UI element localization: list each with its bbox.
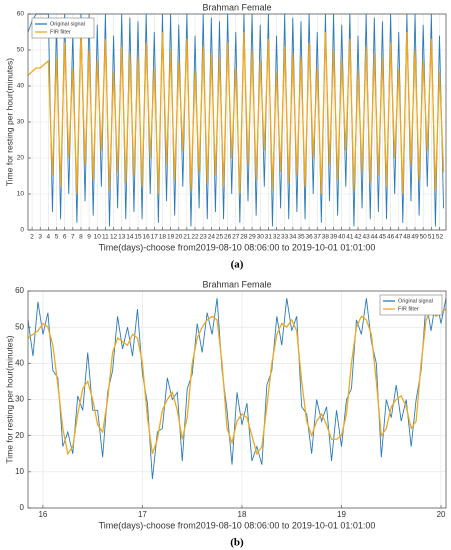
x-tick-label: 12 [110,234,118,241]
series-line [27,13,445,227]
x-tick-label: 13 [118,234,126,241]
y-tick-label: 40 [17,83,25,90]
legend-box [379,294,443,316]
x-tick-label: 42 [354,234,362,241]
x-axis-label: Time(days)-choose from2019-08-10 08:06:0… [99,520,376,530]
x-tick-label: 24 [208,234,216,241]
x-tick-label: 15 [134,234,142,241]
x-tick-label: 19 [337,510,346,519]
x-tick-label: 11 [102,234,109,241]
x-tick-label: 25 [216,234,224,241]
x-tick-label: 31 [265,234,273,241]
y-tick-label: 20 [17,155,25,162]
x-tick-label: 46 [387,234,395,241]
x-tick-label: 19 [167,234,175,241]
x-tick-label: 26 [224,234,232,241]
y-tick-label: 30 [17,119,25,126]
plot-frame [27,290,447,509]
x-tick-label: 52 [436,234,444,241]
caption: (b) [230,537,244,549]
x-tick-label: 23 [200,234,208,241]
x-tick-label: 37 [314,234,322,241]
y-tick-label: 30 [15,395,24,404]
x-tick-label: 41 [346,234,354,241]
series-line [27,298,447,480]
x-tick-label: 45 [379,234,387,241]
y-tick-label: 10 [17,191,25,198]
x-tick-label: 32 [273,234,281,241]
x-tick-label: 33 [281,234,289,241]
x-tick-label: 10 [94,234,102,241]
x-tick-label: 18 [159,234,167,241]
y-tick-label: 0 [20,227,24,234]
x-tick-label: 30 [257,234,265,241]
x-tick-label: 6 [63,234,67,241]
x-tick-label: 35 [297,234,305,241]
y-axis-label: Time for resting per hour(minutes) [4,58,14,186]
y-axis-label: Time for resting per hour(minutes) [4,335,14,463]
x-tick-label: 14 [126,234,134,241]
x-tick-label: 2 [30,234,34,241]
legend-label: Original signal [50,21,85,27]
x-tick-label: 49 [411,234,419,241]
x-tick-label: 28 [240,234,248,241]
x-axis-label: Time(days)-choose from2019-08-10 08:06:0… [99,242,376,252]
x-tick-label: 38 [322,234,330,241]
caption: (a) [231,259,244,271]
x-tick-label: 20 [437,510,446,519]
x-tick-label: 8 [79,234,83,241]
plot-frame [27,13,447,231]
legend-box [31,17,95,39]
x-tick-label: 47 [395,234,403,241]
x-tick-label: 4 [47,234,51,241]
x-tick-label: 29 [248,234,256,241]
x-tick-label: 20 [175,234,183,241]
y-tick-label: 50 [17,47,25,54]
x-tick-label: 44 [371,234,379,241]
y-tick-label: 40 [15,358,24,367]
legend-label: FIR filter [398,306,419,312]
x-tick-label: 36 [305,234,313,241]
x-tick-label: 21 [183,234,191,241]
x-tick-label: 51 [428,234,436,241]
y-tick-label: 60 [17,11,25,18]
chart-title: Brahman Female [202,279,271,289]
legend-label: Original signal [398,298,433,304]
x-tick-label: 27 [232,234,240,241]
y-tick-label: 0 [20,503,25,512]
y-tick-label: 60 [15,286,24,295]
x-tick-label: 22 [191,234,199,241]
y-tick-label: 20 [15,431,24,440]
chart-title: Brahman Female [202,2,271,12]
y-tick-label: 50 [15,322,24,331]
legend-label: FIR filter [50,29,71,35]
x-tick-label: 43 [363,234,371,241]
x-tick-label: 17 [138,510,147,519]
x-tick-label: 9 [87,234,91,241]
x-tick-label: 34 [289,234,297,241]
x-tick-label: 40 [338,234,346,241]
x-tick-label: 18 [238,510,247,519]
x-tick-label: 16 [38,510,47,519]
series-line [27,31,445,195]
x-tick-label: 17 [151,234,159,241]
x-tick-label: 5 [55,234,59,241]
x-tick-label: 16 [143,234,151,241]
series-line [27,307,447,456]
x-tick-label: 3 [38,234,42,241]
y-tick-label: 10 [15,467,24,476]
x-tick-label: 7 [71,234,75,241]
x-tick-label: 50 [420,234,428,241]
x-tick-label: 48 [403,234,411,241]
x-tick-label: 39 [330,234,338,241]
